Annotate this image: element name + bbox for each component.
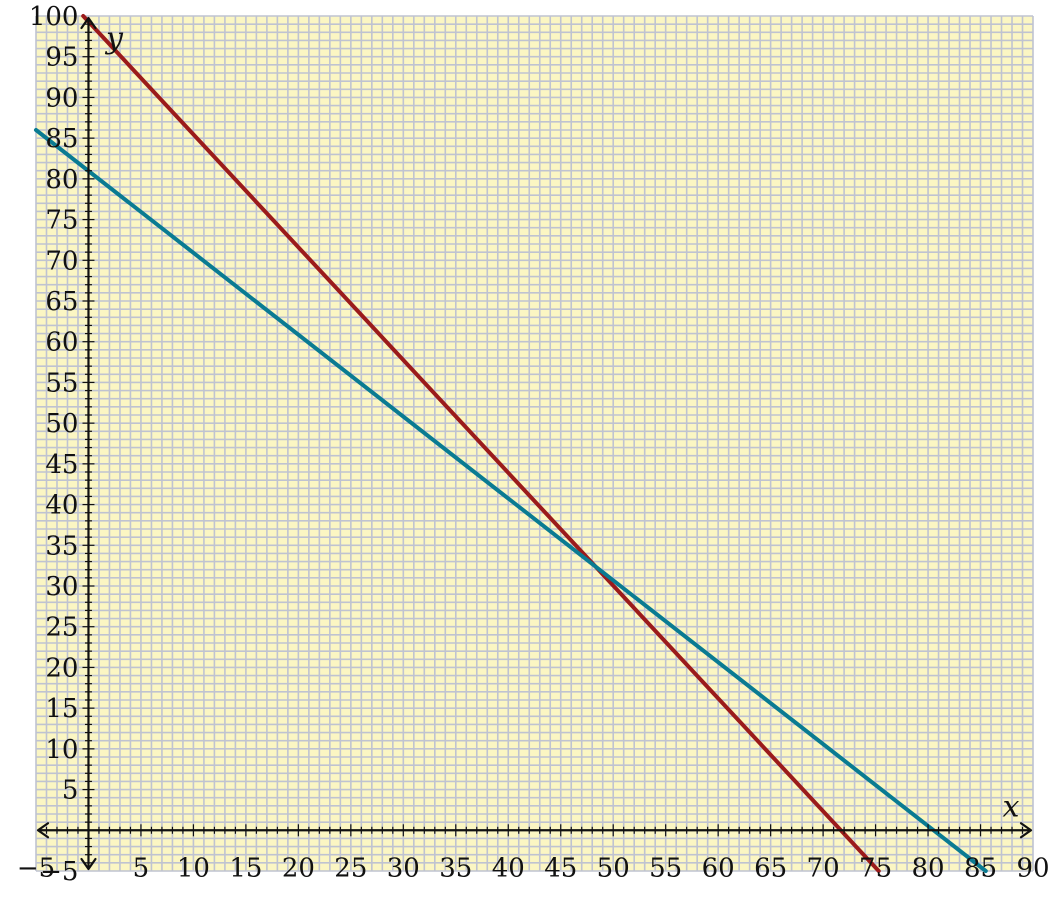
x-tick-label: 55 [649,853,682,883]
series-line-1 [81,14,881,873]
x-tick-label: 35 [439,853,472,883]
x-tick-label: 40 [492,853,525,883]
y-tick-label: 90 [45,83,78,113]
x-axis-title: x [1003,789,1020,824]
y-tick-label: 45 [45,450,78,480]
x-tick-label: 20 [282,853,315,883]
x-tick-label: 60 [702,853,735,883]
series-line-2 [34,128,988,873]
y-tick-label: 85 [45,124,78,154]
y-tick-label: 25 [45,613,78,643]
y-tick-label: 40 [45,491,78,521]
y-axis-title: y [104,21,124,56]
x-tick-label: 85 [964,853,997,883]
x-axis-arrow-left [36,822,50,839]
x-tick-label: 80 [912,853,945,883]
y-tick-label: 10 [45,735,78,765]
y-tick-label: 50 [45,409,78,439]
x-tick-label: −5 [17,853,55,883]
x-tick-label: 30 [387,853,420,883]
y-axis-arrow-up [80,16,97,30]
y-tick-label: 55 [45,368,78,398]
plot-background [36,16,1033,871]
y-tick-label: 75 [45,206,78,236]
x-tick-label: 10 [177,853,210,883]
x-tick-label: 15 [229,853,262,883]
y-tick-label: 100 [29,2,79,32]
y-tick-label: 30 [45,572,78,602]
y-tick-label: 35 [45,531,78,561]
y-tick-label: 65 [45,287,78,317]
y-tick-label: 70 [45,246,78,276]
x-tick-label: 65 [754,853,787,883]
y-tick-label: −5 [40,857,78,887]
x-tick-label: 70 [807,853,840,883]
x-tick-label: 50 [597,853,630,883]
series-layer [34,14,988,873]
grid [35,15,1034,872]
x-tick-label: 25 [334,853,367,883]
x-tick-label: 90 [1016,853,1049,883]
y-tick-label: 80 [45,165,78,195]
x-tick-label: 45 [544,853,577,883]
y-axis-arrow-down [80,857,97,871]
ticks [45,23,1024,864]
y-tick-label: 5 [62,776,79,806]
y-tick-label: 60 [45,328,78,358]
y-tick-label: 15 [45,694,78,724]
x-axis-arrow-right [1019,822,1033,839]
x-tick-label: 5 [133,853,150,883]
x-tick-label: 75 [859,853,892,883]
y-tick-label: 95 [45,43,78,73]
y-tick-label: 20 [45,653,78,683]
tick-labels: −5 5 10 15 20 25 30 35 40 45 50 55 60 65 70 75 80 85 90 −5 5… [17,2,1050,887]
